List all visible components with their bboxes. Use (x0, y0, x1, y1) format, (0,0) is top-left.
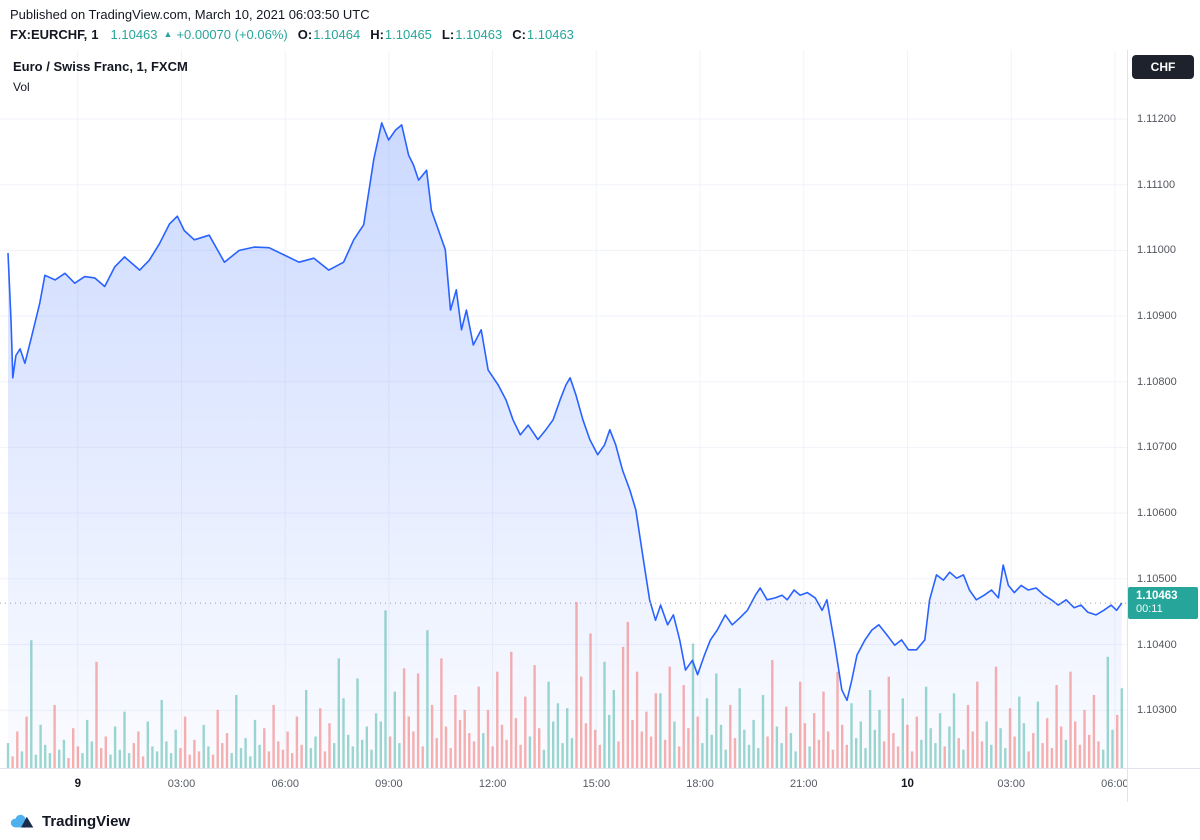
footer: TradingView (0, 802, 1200, 840)
up-arrow-icon: ▲ (163, 28, 173, 39)
tradingview-brand[interactable]: TradingView (42, 812, 131, 830)
price-axis-label: 1.10900 (1137, 310, 1177, 323)
price-axis-label: 1.10500 (1137, 572, 1177, 585)
time-axis-label: 12:00 (478, 778, 507, 790)
open-label: O: (297, 27, 313, 42)
low-label: L: (441, 27, 455, 42)
time-axis[interactable]: 9 03:00 06:00 09:00 12:00 15:00 18:00 21:00 10 03… (0, 769, 1127, 802)
time-axis-label: 15:00 (582, 778, 611, 790)
last-price: 1.10463 (110, 27, 158, 42)
time-axis-label: 06:00 (1101, 778, 1127, 790)
price-tag-value: 1.10463 (1136, 590, 1178, 603)
open-value: 1.10464 (313, 27, 361, 42)
time-axis-label: 03:00 (167, 778, 196, 790)
close-value: 1.10463 (526, 27, 574, 42)
time-axis-label: 10 (901, 778, 914, 790)
price-axis-label: 1.11200 (1137, 112, 1176, 125)
price-axis-label: 1.10300 (1137, 704, 1177, 717)
price-axis-label: 1.10700 (1137, 441, 1177, 454)
close-label: C: (512, 27, 526, 42)
tradingview-logo[interactable] (8, 812, 34, 831)
low-value: 1.10463 (455, 27, 503, 42)
time-axis-label: 06:00 (271, 778, 299, 790)
price-axis-label: 1.10800 (1137, 375, 1177, 388)
high-value: 1.10465 (384, 27, 432, 42)
price-chart[interactable] (0, 50, 1127, 768)
price-axis-label: 1.11000 (1137, 244, 1176, 257)
price-axis-label: 1.10600 (1137, 507, 1177, 520)
time-axis-label: 9 (74, 778, 81, 790)
time-axis-label: 03:00 (997, 778, 1025, 790)
price-change: +0.00070 (+0.06%) (176, 27, 288, 42)
current-price-tag: 1.10463 00:11 (1128, 587, 1198, 620)
price-axis-label: 1.10400 (1137, 638, 1177, 651)
time-axis-label: 18:00 (686, 778, 714, 790)
symbol-info-bar: FX:EURCHF, 1 1.10463 ▲ +0.00070 (+0.06%)… (10, 27, 574, 42)
high-label: H: (370, 27, 384, 42)
published-caption: Published on TradingView.com, March 10, … (10, 7, 370, 22)
currency-toggle-button[interactable]: CHF (1132, 55, 1194, 79)
price-axis-label: 1.11100 (1137, 178, 1176, 191)
time-axis-label: 21:00 (789, 778, 818, 790)
price-tag-countdown: 00:11 (1136, 603, 1163, 616)
price-axis[interactable]: CHF 1.11200 1.11100 1.11000 1.10900 1.10800 1… (1127, 50, 1200, 802)
time-axis-label: 09:00 (375, 778, 403, 790)
time-axis-separator (0, 768, 1200, 769)
symbol-name: FX:EURCHF, (10, 27, 88, 42)
symbol-interval: 1 (91, 27, 99, 42)
